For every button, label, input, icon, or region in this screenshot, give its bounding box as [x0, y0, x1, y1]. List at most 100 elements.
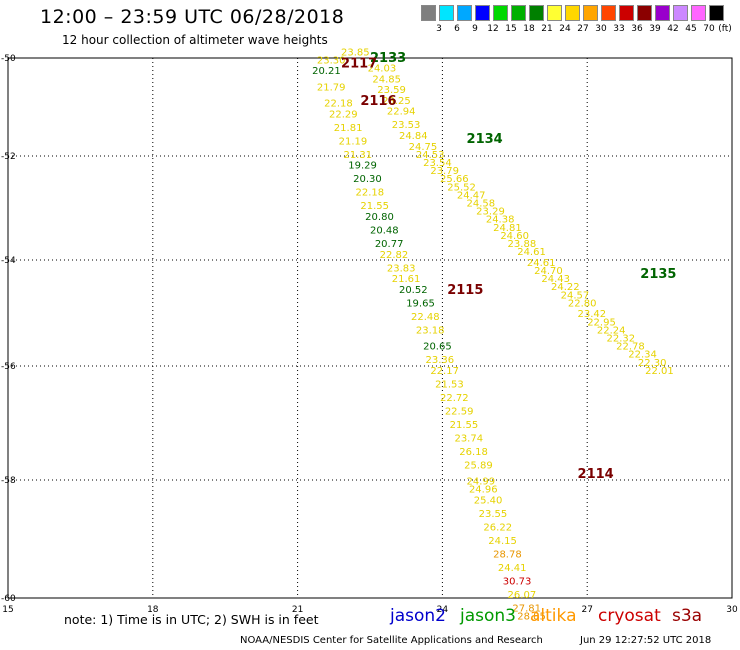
wave-height-value: 20.52 [399, 285, 428, 296]
satellite-jason2: jason2 [390, 606, 446, 626]
lon-tick-label: 30 [726, 605, 738, 615]
pass-number: 2134 [467, 132, 503, 147]
wave-height-value: 20.80 [365, 212, 394, 223]
wave-height-value: 24.22 [551, 282, 580, 293]
wave-height-value: 22.48 [411, 312, 440, 323]
wave-height-value: 22.78 [616, 342, 645, 353]
legend-label: 24 [559, 24, 571, 34]
wave-height-value: 23.55 [479, 509, 508, 520]
wave-height-value: 22.01 [645, 366, 674, 377]
wave-height-value: 21.55 [360, 201, 389, 212]
wave-height-value: 24.70 [534, 266, 563, 277]
lon-tick-label: 21 [292, 605, 303, 615]
wave-height-value: 25.40 [474, 496, 503, 507]
legend-label: 12 [487, 24, 499, 34]
map-subtitle: 12 hour collection of altimeter wave hei… [62, 33, 328, 47]
wave-height-value: 24.84 [399, 131, 428, 142]
wave-height-value: 23.79 [430, 166, 459, 177]
legend-label: 70 [703, 24, 715, 34]
legend-swatch [619, 5, 634, 21]
legend-swatch [655, 5, 670, 21]
legend-swatch [511, 5, 526, 21]
wave-height-value: 22.59 [445, 406, 474, 417]
wave-height-value: 22.24 [597, 325, 626, 336]
pass-number: 2117 [341, 56, 377, 71]
wave-height-value: 24.96 [469, 485, 498, 496]
wave-height-value: 23.29 [476, 207, 505, 218]
legend-swatch [529, 5, 544, 21]
lat-tick-label: -56 [1, 362, 16, 372]
wave-height-value: 22.72 [440, 393, 469, 404]
legend-swatch [637, 5, 652, 21]
pass-number: 2114 [578, 467, 614, 482]
legend-swatch [439, 5, 454, 21]
pass-number: 2133 [370, 51, 406, 66]
legend-swatch [475, 5, 490, 21]
wave-height-value: 26.07 [508, 590, 537, 601]
wave-height-value: 24.61 [527, 258, 556, 269]
wave-height-value: 24.99 [467, 477, 496, 488]
legend-label: 36 [631, 24, 643, 34]
lon-tick-label: 24 [437, 605, 449, 615]
legend-swatch [547, 5, 562, 21]
wave-height-value: 20.21 [312, 66, 341, 77]
map-title: 12:00 – 23:59 UTC 06/28/2018 [40, 6, 345, 28]
wave-height-value: 28.85 [517, 612, 546, 623]
wave-height-value: 24.03 [368, 64, 397, 75]
legend-swatch [709, 5, 724, 21]
legend-label: 21 [541, 24, 553, 34]
wave-height-value: 21.81 [334, 123, 363, 134]
legend-label: 15 [505, 24, 517, 34]
pass-number: 2135 [640, 267, 676, 282]
wave-height-value: 20.77 [375, 239, 404, 250]
legend-label: 3 [436, 24, 442, 34]
lon-tick-label: 27 [581, 605, 592, 615]
wave-height-value: 23.59 [377, 85, 406, 96]
wave-height-value: 22.82 [380, 250, 409, 261]
wave-height-value: 23.54 [423, 158, 452, 169]
wave-height-value: 24.81 [493, 223, 522, 234]
legend-unit: (ft) [718, 24, 732, 34]
wave-height-value: 20.48 [370, 226, 399, 237]
wave-height-value: 23.36 [426, 355, 455, 366]
wave-height-value: 23.30 [317, 55, 346, 66]
legend-swatch [493, 5, 508, 21]
wave-height-value: 21.31 [343, 150, 372, 161]
wave-height-value: 22.32 [607, 334, 636, 345]
wave-height-value: 24.47 [457, 190, 486, 201]
wave-height-value: 23.83 [387, 263, 416, 274]
wave-height-value: 23.25 [382, 96, 411, 107]
lat-tick-label: -54 [1, 256, 16, 266]
wave-height-value: 22.34 [628, 350, 657, 361]
wave-height-value: 24.75 [409, 142, 438, 153]
wave-height-value: 22.18 [324, 99, 353, 110]
legend-label: 33 [613, 24, 625, 34]
lat-tick-label: -58 [1, 476, 16, 486]
wave-height-value: 22.30 [638, 358, 667, 369]
lat-tick-label: -52 [1, 152, 16, 162]
wave-height-value: 25.66 [440, 174, 469, 185]
wave-height-value: 20.30 [353, 174, 382, 185]
satellite-s3a: s3a [672, 606, 703, 626]
wave-height-value: 24.43 [541, 274, 570, 285]
legend-swatch [565, 5, 580, 21]
wave-height-value: 22.94 [387, 107, 416, 118]
legend-label: 30 [595, 24, 607, 34]
legend-label: 27 [577, 24, 589, 34]
legend-label: 18 [523, 24, 535, 34]
wave-height-value: 24.85 [372, 74, 401, 85]
wave-height-value: 22.18 [356, 188, 385, 199]
legend-swatch [601, 5, 616, 21]
wave-height-value: 26.22 [483, 523, 512, 534]
wave-height-value: 22.17 [430, 366, 459, 377]
wave-height-value: 21.55 [450, 420, 479, 431]
wave-height-value: 21.19 [339, 136, 368, 147]
legend-label: 9 [472, 24, 478, 34]
footnote: note: 1) Time is in UTC; 2) SWH is in fe… [64, 612, 319, 627]
wave-height-value: 24.38 [486, 215, 515, 226]
credit-line: NOAA/NESDIS Center for Satellite Applica… [240, 635, 543, 646]
wave-height-value: 24.58 [467, 199, 496, 210]
wave-height-value: 19.29 [348, 161, 377, 172]
wave-height-value: 23.42 [578, 309, 607, 320]
